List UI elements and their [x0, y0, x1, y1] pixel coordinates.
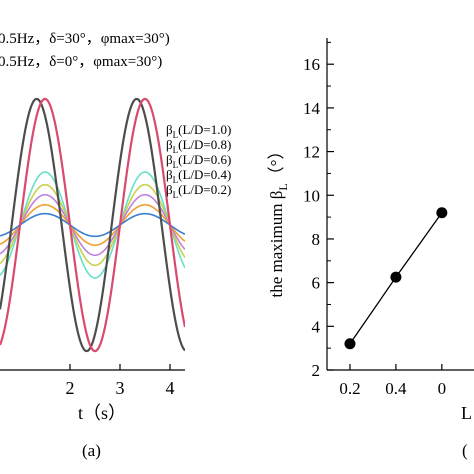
legend-entry-4: βL(L/D=0.2) [166, 182, 231, 200]
y-tick-label-3: 8 [312, 230, 321, 249]
panel-a-header-legend: 0.5Hz，δ=30°，φmax=30°) 0.5Hz，δ=0°，φmax=30… [0, 31, 170, 70]
data-point-1 [390, 271, 402, 283]
x-tick-label-1: 3 [116, 378, 125, 398]
y-tick-label-7: 16 [303, 55, 320, 74]
series-line-1 [0, 97, 185, 353]
y-tick-label-1: 4 [312, 317, 321, 336]
series-line-4 [0, 193, 185, 257]
panel-b-x-axis-title: L [461, 403, 472, 423]
y-tick-label-0: 2 [312, 361, 321, 380]
data-point-0 [344, 338, 356, 350]
series-line-2 [0, 171, 185, 279]
x-tick-label-2: 0 [438, 379, 447, 398]
panel-b-y-axis-title: the maximum βL（°） [267, 142, 290, 297]
series-line-3 [0, 183, 185, 267]
panel-a: 0.5Hz，δ=30°，φmax=30°) 0.5Hz，δ=0°，φmax=30… [0, 31, 231, 460]
legend-entry-0: βL(L/D=1.0) [166, 122, 231, 140]
panel-a-x-axis-title: t（s） [78, 403, 126, 423]
header-legend-line-2: 0.5Hz，δ=0°，φmax=30°) [0, 54, 162, 70]
panel-b-x-ticks: 0.2 0.4 0 [339, 364, 446, 398]
x-tick-label-2: 4 [166, 378, 175, 398]
x-tick-label-0: 0.2 [339, 379, 360, 398]
data-point-2 [436, 207, 448, 219]
panel-b-label: ( [462, 441, 468, 460]
y-tick-label-2: 6 [312, 274, 321, 293]
x-tick-label-0: 2 [66, 378, 75, 398]
panel-a-series [0, 97, 185, 353]
x-tick-label-1: 0.4 [385, 379, 407, 398]
legend-entry-3: βL(L/D=0.4) [166, 167, 231, 185]
panel-a-legend: βL(L/D=1.0)βL(L/D=0.8)βL(L/D=0.6)βL(L/D=… [166, 122, 231, 200]
panel-b-y-ticks: 2 4 6 8 10 12 14 16 [303, 41, 334, 380]
series-line-0 [0, 97, 185, 353]
legend-entry-2: βL(L/D=0.6) [166, 152, 231, 170]
panel-a-label: (a) [82, 441, 101, 460]
panel-a-x-ticks: 2 3 4 [66, 364, 175, 398]
series-line-5 [0, 204, 185, 246]
y-tick-label-6: 14 [303, 99, 321, 118]
y-tick-label-5: 12 [303, 143, 320, 162]
header-legend-line-1: 0.5Hz，δ=30°，φmax=30°) [0, 31, 170, 47]
y-tick-label-4: 10 [303, 186, 320, 205]
panel-b: 2 4 6 8 10 12 14 16 0.2 0.4 0 the maximum βL（°） L… [267, 38, 474, 460]
series-line-6 [0, 212, 185, 238]
legend-entry-1: βL(L/D=0.8) [166, 137, 231, 155]
panel-b-data [344, 207, 448, 350]
